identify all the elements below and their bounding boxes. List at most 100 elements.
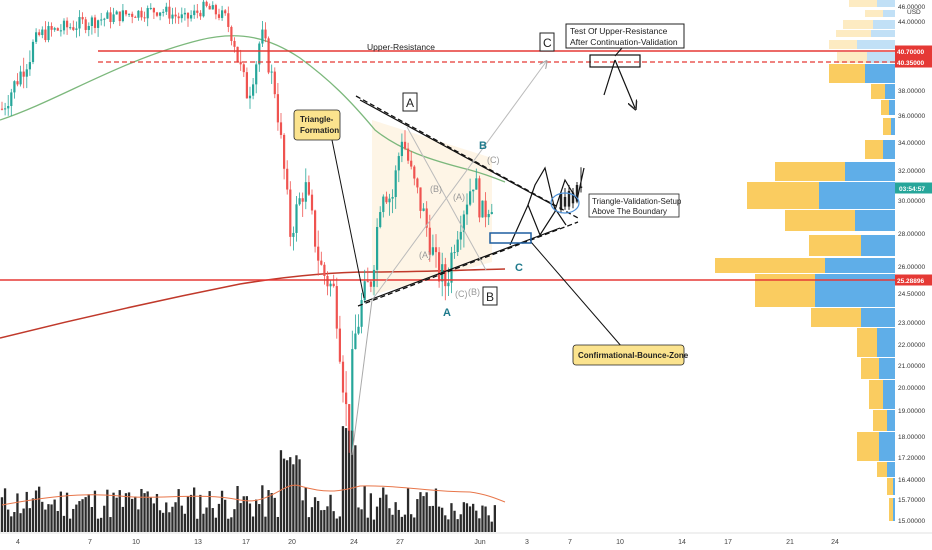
volume-bar — [121, 506, 124, 532]
red-moving-average — [0, 268, 506, 339]
candle-body — [140, 10, 143, 18]
volume-profile-down-bar — [861, 308, 895, 327]
after-continuation-label: After Continuation-Validation — [570, 37, 678, 47]
price-tag-bg — [895, 56, 932, 68]
candle-body — [465, 204, 469, 215]
candle-body — [267, 38, 270, 73]
time-tick-label: 21 — [786, 539, 794, 546]
candle-body — [13, 81, 16, 93]
volume-bar — [379, 497, 382, 532]
candle-body — [559, 194, 563, 210]
volume-profile-down-bar — [855, 210, 895, 231]
candle-body — [69, 27, 72, 29]
candle-body — [348, 404, 351, 431]
volume-bar — [441, 507, 444, 532]
candle-body — [484, 200, 487, 218]
volume-bar — [431, 505, 434, 532]
candle-body — [453, 252, 456, 254]
volume-profile-up-bar — [811, 308, 861, 327]
candle-body — [419, 187, 422, 211]
volume-bar — [196, 518, 199, 532]
candle-body — [4, 108, 7, 110]
volume-bar — [326, 506, 329, 532]
target-box — [589, 54, 641, 68]
volume-bar — [388, 508, 391, 532]
candle-body — [428, 227, 431, 255]
volume-bar — [242, 496, 245, 532]
volume-bar — [428, 506, 431, 532]
candle-body — [310, 194, 314, 211]
triangle-upper-boundary — [355, 95, 579, 219]
triangle-formation-box — [293, 109, 341, 141]
volume-bar — [317, 500, 320, 532]
volume-profile-down-bar — [877, 0, 895, 7]
candle-body — [450, 252, 453, 283]
candle-body — [242, 64, 245, 73]
candle-body — [0, 108, 4, 110]
volume-profile-up-bar — [829, 64, 865, 83]
time-tick-label: 17 — [242, 539, 250, 546]
time-tick-label: 7 — [568, 539, 572, 546]
candle-body — [258, 43, 261, 65]
volume-bar — [301, 500, 304, 532]
volume-bar — [354, 445, 357, 532]
candle-body — [444, 264, 447, 287]
volume-bar — [456, 519, 459, 532]
price-tag-bg — [895, 45, 932, 57]
volume-bar — [75, 504, 78, 532]
price-tick-label: 32.00000 — [898, 168, 925, 175]
triangle-lower-boundary-solid — [363, 227, 561, 303]
volume-bar — [44, 509, 47, 532]
candle-body — [193, 10, 196, 16]
candle-body — [385, 196, 388, 203]
volume-bar — [233, 509, 236, 532]
volume-profile-up-bar — [857, 328, 877, 357]
triangle-shading — [372, 120, 492, 295]
price-tick-label: 19.00000 — [898, 408, 925, 415]
price-tick-label: 15.70000 — [898, 497, 925, 504]
volume-bar — [174, 502, 177, 532]
volume-bar — [220, 490, 224, 532]
volume-bar — [72, 508, 75, 532]
candle-body — [196, 10, 199, 13]
volume-bar — [78, 501, 81, 532]
projection-line — [351, 299, 373, 456]
candle-body — [283, 134, 286, 169]
volume-profile-up-bar — [889, 498, 893, 521]
candle-body — [425, 208, 428, 228]
volume-profile-down-bar — [871, 30, 895, 37]
candle-body — [575, 185, 579, 202]
volume-bar — [134, 496, 137, 532]
candle-body — [66, 20, 69, 28]
price-tick-label: 36.00000 — [898, 113, 925, 120]
candle-body — [124, 10, 128, 15]
volume-bar — [403, 514, 407, 532]
volume-bar — [205, 507, 208, 532]
candle-body — [459, 231, 462, 240]
volume-bar — [183, 513, 186, 532]
price-tick-label: 23.00000 — [898, 320, 925, 327]
candle-body — [487, 213, 490, 218]
candle-body — [19, 71, 22, 85]
candle-body — [273, 71, 276, 95]
time-tick-label: 4 — [16, 539, 20, 546]
test-upper-label: Test Of Upper-Resistance — [570, 26, 668, 36]
triangle-upper-boundary-solid — [359, 99, 556, 207]
volume-profile-up-bar — [865, 140, 883, 159]
candle-body — [202, 1, 205, 17]
volume-bar — [468, 506, 472, 532]
candle-body — [59, 30, 62, 32]
volume-bar — [193, 487, 196, 532]
candle-body — [391, 197, 394, 199]
candle-body — [357, 326, 360, 334]
price-tick-label: 15.00000 — [898, 518, 925, 525]
candle-body — [131, 13, 134, 17]
volume-bar — [224, 499, 227, 532]
volume-bar — [391, 514, 394, 532]
volume-profile-up-bar — [865, 10, 883, 17]
bounce-zone-rect — [489, 232, 532, 244]
volume-profile-up-bar — [755, 274, 815, 307]
volume-bar — [490, 521, 493, 532]
candle-body — [186, 12, 190, 19]
